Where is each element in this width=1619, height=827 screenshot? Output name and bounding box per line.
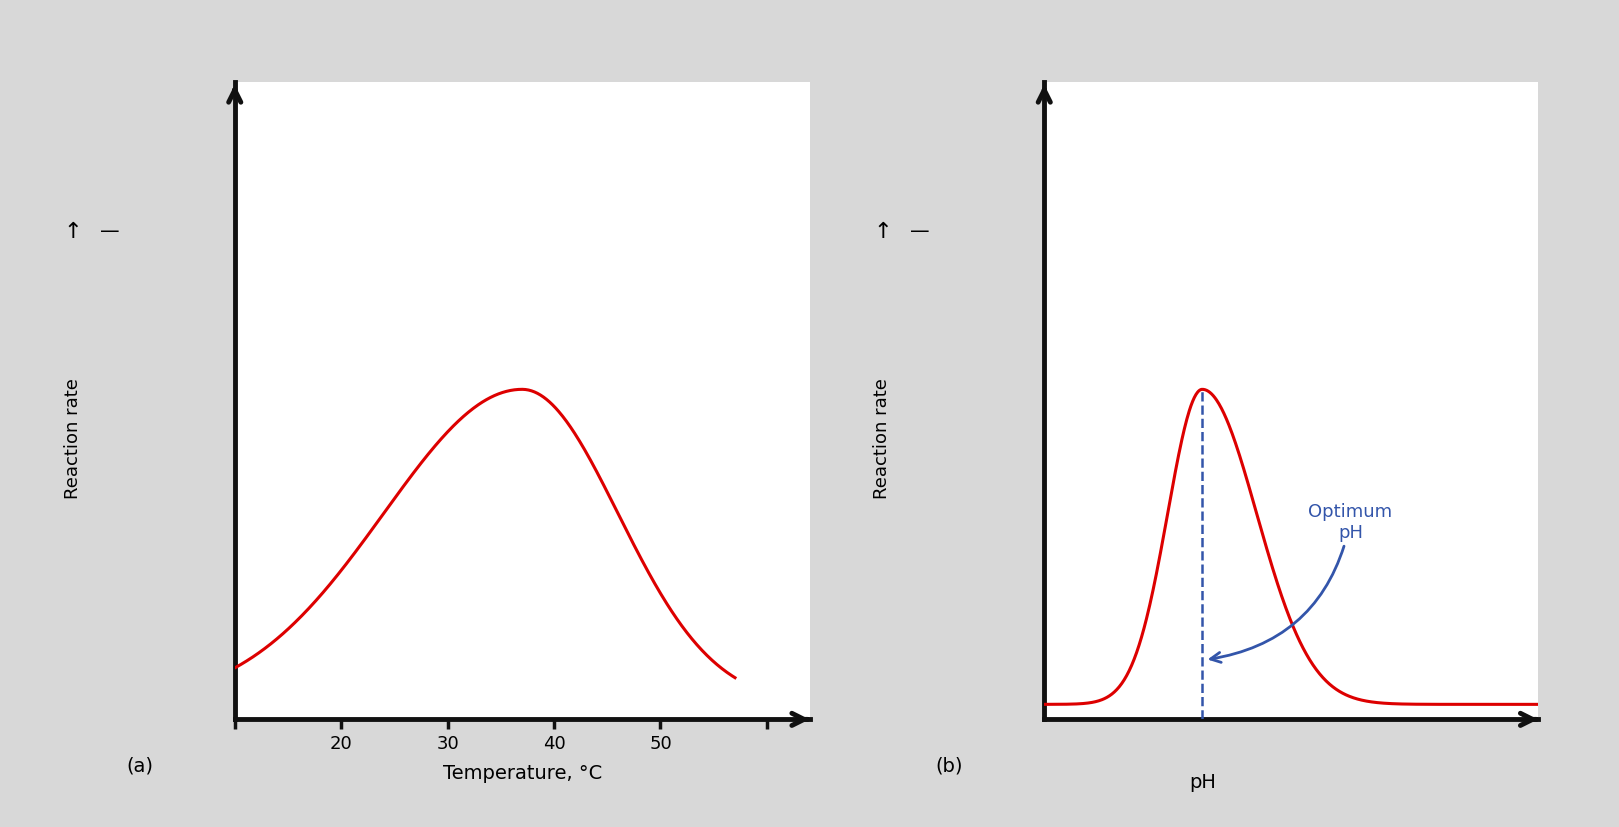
Text: (b): (b) bbox=[936, 756, 963, 775]
Text: Reaction rate: Reaction rate bbox=[63, 378, 83, 499]
Text: —: — bbox=[100, 222, 120, 241]
Text: Optimum
pH: Optimum pH bbox=[1211, 502, 1392, 662]
Text: ↑: ↑ bbox=[873, 222, 892, 241]
Text: pH: pH bbox=[1188, 772, 1216, 791]
Text: ↑: ↑ bbox=[63, 222, 83, 241]
Text: Reaction rate: Reaction rate bbox=[873, 378, 892, 499]
Text: —: — bbox=[910, 222, 929, 241]
X-axis label: Temperature, °C: Temperature, °C bbox=[442, 763, 602, 782]
Text: (a): (a) bbox=[126, 756, 154, 775]
